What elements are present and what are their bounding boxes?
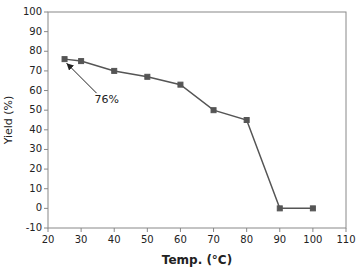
data-point bbox=[244, 118, 249, 123]
data-point bbox=[62, 57, 67, 62]
x-tick bbox=[279, 228, 280, 232]
data-line bbox=[65, 59, 313, 208]
x-tick-label: 100 bbox=[303, 234, 322, 245]
y-tick-label: 0 bbox=[36, 202, 42, 213]
y-tick bbox=[44, 70, 48, 71]
y-tick bbox=[44, 129, 48, 130]
x-tick bbox=[180, 228, 181, 232]
series bbox=[62, 57, 315, 211]
y-tick-label: 100 bbox=[23, 6, 42, 17]
x-tick-label: 90 bbox=[273, 234, 286, 245]
x-tick-label: 70 bbox=[207, 234, 220, 245]
y-tick bbox=[44, 12, 48, 13]
y-tick-label: 50 bbox=[29, 104, 42, 115]
plot-frame bbox=[48, 12, 346, 228]
y-tick bbox=[44, 169, 48, 170]
y-tick-label: 10 bbox=[29, 183, 42, 194]
y-axis-title: Yield (%) bbox=[2, 96, 15, 146]
y-tick bbox=[44, 51, 48, 52]
chart-container: -10 0 10 20 30 40 50 60 70 80 90 100 20 30 40 50 60 70 80 9… bbox=[0, 0, 360, 270]
x-tick bbox=[81, 228, 82, 232]
y-tick-label: 20 bbox=[29, 163, 42, 174]
x-tick-label: 20 bbox=[42, 234, 55, 245]
x-tick bbox=[246, 228, 247, 232]
x-tick-label: 80 bbox=[240, 234, 253, 245]
data-point bbox=[79, 59, 84, 64]
axes: -10 0 10 20 30 40 50 60 70 80 90 100 20 30 40 50 60 70 80 9… bbox=[23, 6, 356, 245]
x-tick bbox=[346, 228, 347, 232]
y-tick-label: 40 bbox=[29, 124, 42, 135]
x-tick bbox=[312, 228, 313, 232]
data-point bbox=[178, 82, 183, 87]
y-tick bbox=[44, 110, 48, 111]
y-tick-label: 30 bbox=[29, 143, 42, 154]
data-point bbox=[211, 108, 216, 113]
annotation-arrow bbox=[67, 63, 97, 93]
y-tick bbox=[44, 149, 48, 150]
x-tick-label: 60 bbox=[174, 234, 187, 245]
x-tick-label: 50 bbox=[141, 234, 154, 245]
x-tick-label: 40 bbox=[108, 234, 121, 245]
data-point bbox=[310, 206, 315, 211]
y-tick bbox=[44, 228, 48, 229]
x-tick bbox=[48, 228, 49, 232]
y-tick bbox=[44, 90, 48, 91]
y-tick bbox=[44, 188, 48, 189]
annotation-text: 76% bbox=[95, 93, 119, 106]
chart-svg: -10 0 10 20 30 40 50 60 70 80 90 100 20 30 40 50 60 70 80 9… bbox=[0, 0, 360, 270]
x-tick bbox=[213, 228, 214, 232]
x-axis-title: Temp. (°C) bbox=[162, 253, 232, 267]
y-tick-label: -10 bbox=[26, 222, 42, 233]
x-tick bbox=[114, 228, 115, 232]
data-point bbox=[277, 206, 282, 211]
y-tick-label: 90 bbox=[29, 26, 42, 37]
y-tick-label: 80 bbox=[29, 45, 42, 56]
data-point bbox=[112, 68, 117, 73]
x-tick-label: 30 bbox=[75, 234, 88, 245]
x-tick-label: 110 bbox=[336, 234, 355, 245]
data-point bbox=[145, 74, 150, 79]
y-tick-label: 60 bbox=[29, 85, 42, 96]
y-tick-label: 70 bbox=[29, 65, 42, 76]
y-tick bbox=[44, 208, 48, 209]
y-tick bbox=[44, 31, 48, 32]
x-tick bbox=[147, 228, 148, 232]
